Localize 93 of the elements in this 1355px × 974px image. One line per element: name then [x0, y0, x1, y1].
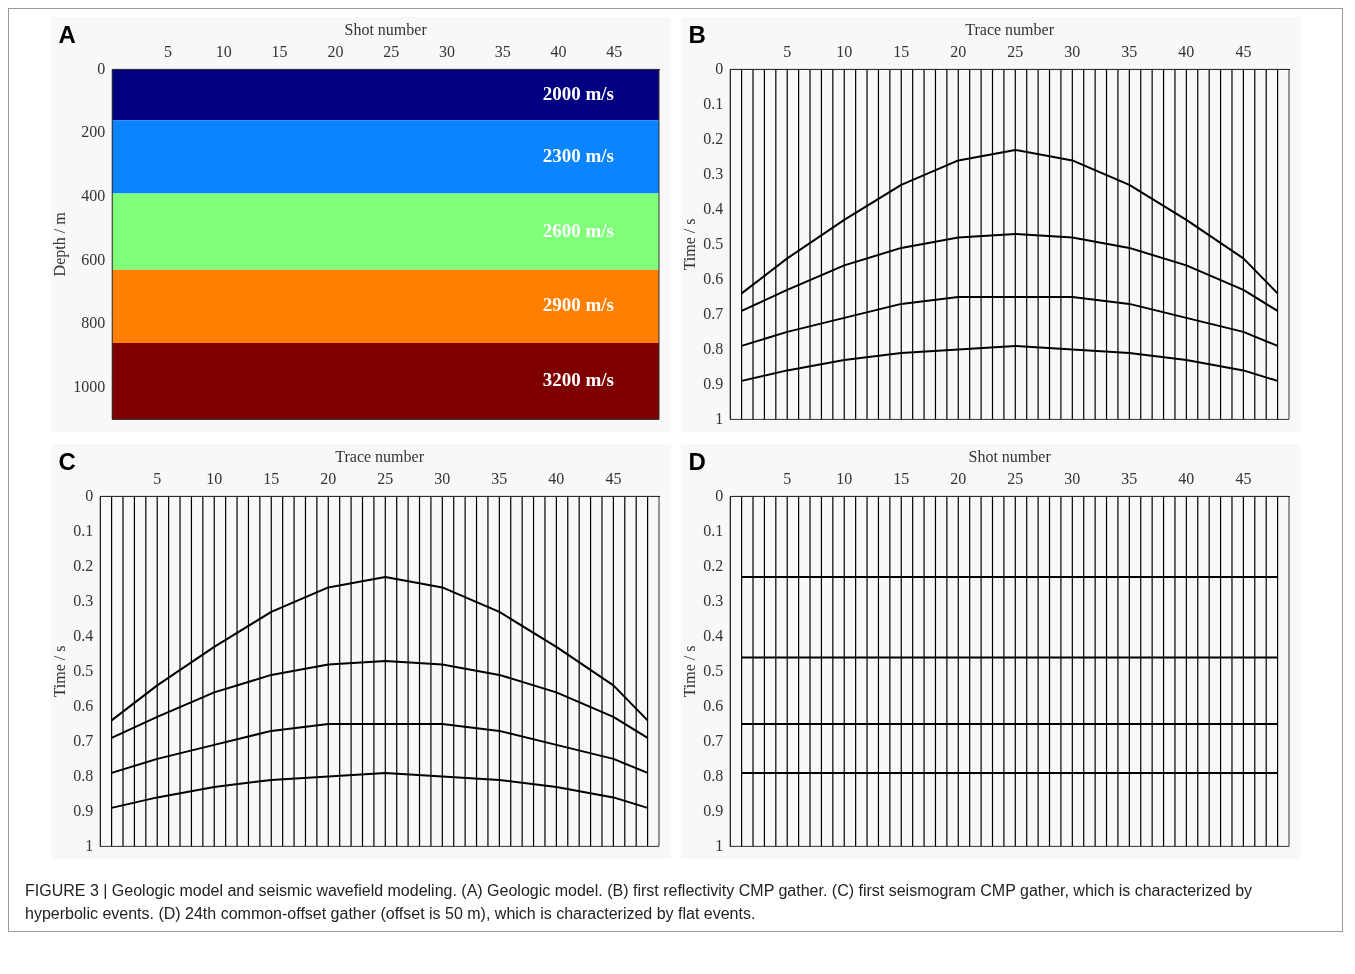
- x-tick-label: 15: [892, 470, 909, 487]
- y-tick-label: 0.2: [702, 129, 723, 147]
- y-tick-label: 400: [80, 186, 105, 204]
- y-tick-label: 0.3: [72, 591, 93, 609]
- x-tick-label: 35: [1120, 43, 1137, 60]
- x-tick-label: 15: [262, 470, 279, 487]
- x-tick-label: 5: [152, 470, 161, 487]
- y-tick-label: 0.9: [72, 801, 93, 819]
- y-tick-label: 1: [714, 836, 723, 854]
- y-tick-label: 0.1: [702, 94, 723, 112]
- y-tick-label: 0.7: [702, 304, 723, 322]
- y-tick-label: 0.4: [702, 199, 723, 217]
- text: B: [688, 21, 706, 49]
- x-tick-label: 35: [1120, 470, 1137, 487]
- y-tick-label: 0: [714, 486, 723, 504]
- x-tick-label: 40: [547, 470, 564, 487]
- text: A: [58, 21, 76, 49]
- x-tick-label: 5: [163, 43, 172, 60]
- y-tick-label: 0.8: [72, 766, 93, 784]
- y-tick-label: 0.1: [702, 521, 723, 539]
- band-label: 2600 m/s: [542, 219, 614, 241]
- y-tick-label: 0.5: [72, 661, 93, 679]
- x-tick-label: 45: [1234, 43, 1251, 60]
- x-tick-label: 10: [205, 470, 222, 487]
- band-label: 2300 m/s: [542, 144, 614, 166]
- x-tick-label: 20: [949, 470, 966, 487]
- band-label: 2900 m/s: [542, 294, 614, 316]
- x-tick-label: 25: [376, 470, 393, 487]
- text: C: [58, 448, 76, 476]
- x-axis-title: Trace number: [334, 447, 425, 465]
- y-tick-label: 0: [96, 59, 105, 77]
- x-tick-label: 5: [782, 470, 791, 487]
- y-tick-label: 0.8: [702, 339, 723, 357]
- x-tick-label: 45: [1234, 470, 1251, 487]
- y-tick-label: 0.4: [702, 626, 723, 644]
- y-tick-label: 0.7: [702, 731, 723, 749]
- x-tick-label: 40: [1177, 43, 1194, 60]
- x-tick-label: 10: [215, 43, 232, 60]
- y-axis-title: Time / s: [50, 645, 68, 698]
- x-tick-label: 5: [782, 43, 791, 60]
- y-tick-label: 1: [84, 836, 93, 854]
- y-tick-label: 0.2: [702, 556, 723, 574]
- x-tick-label: 10: [835, 470, 852, 487]
- y-tick-label: 0.7: [72, 731, 93, 749]
- x-axis-title: Shot number: [343, 20, 427, 38]
- x-tick-label: 30: [433, 470, 450, 487]
- x-tick-label: 20: [949, 43, 966, 60]
- x-axis-title: Trace number: [964, 20, 1055, 38]
- y-axis-title: Time / s: [680, 645, 698, 698]
- y-tick-label: 0.6: [702, 269, 723, 287]
- x-axis-title: Shot number: [967, 447, 1051, 465]
- y-tick-label: 0.9: [702, 801, 723, 819]
- y-tick-label: 0.1: [72, 521, 93, 539]
- y-tick-label: 0.2: [72, 556, 93, 574]
- x-tick-label: 15: [892, 43, 909, 60]
- x-tick-label: 10: [835, 43, 852, 60]
- y-tick-label: 1000: [72, 377, 105, 395]
- x-tick-label: 25: [1006, 43, 1023, 60]
- y-axis-title: Depth / m: [50, 211, 69, 277]
- x-tick-label: 45: [604, 470, 621, 487]
- y-tick-label: 1: [714, 409, 723, 427]
- y-tick-label: 0.6: [702, 696, 723, 714]
- x-tick-label: 25: [1006, 470, 1023, 487]
- x-tick-label: 30: [1063, 470, 1080, 487]
- x-tick-label: 40: [550, 43, 567, 60]
- y-tick-label: 0: [84, 486, 93, 504]
- band-label: 3200 m/s: [542, 369, 614, 391]
- y-tick-label: 0.3: [702, 591, 723, 609]
- y-tick-label: 600: [80, 250, 105, 268]
- y-tick-label: 0: [714, 59, 723, 77]
- text: D: [688, 448, 706, 476]
- y-tick-label: 800: [80, 314, 105, 332]
- x-tick-label: 45: [605, 43, 622, 60]
- x-tick-label: 30: [1063, 43, 1080, 60]
- y-tick-label: 0.8: [702, 766, 723, 784]
- x-tick-label: 20: [319, 470, 336, 487]
- x-tick-label: 20: [326, 43, 343, 60]
- caption: FIGURE 3 | Geologic model and seismic wavefield modeling. (A) Geologic model. (B) first reflectivity CMP gather. (C) first seismogram CMP gather, which is characterized by hyperbolic events. (D) 24th common-offset gather (offset is 50 m), which is characterized by flat events.: [25, 881, 1254, 925]
- y-tick-label: 0.9: [702, 374, 723, 392]
- y-axis-title: Time / s: [680, 218, 698, 271]
- x-tick-label: 30: [438, 43, 455, 60]
- y-tick-label: 0.4: [72, 626, 93, 644]
- x-tick-label: 35: [494, 43, 511, 60]
- x-tick-label: 25: [382, 43, 399, 60]
- x-tick-label: 15: [271, 43, 288, 60]
- x-tick-label: 35: [490, 470, 507, 487]
- y-tick-label: 200: [80, 123, 105, 141]
- y-tick-label: 0.6: [72, 696, 93, 714]
- band-label: 2000 m/s: [542, 82, 614, 104]
- y-tick-label: 0.5: [702, 661, 723, 679]
- y-tick-label: 0.3: [702, 164, 723, 182]
- y-tick-label: 0.5: [702, 234, 723, 252]
- x-tick-label: 40: [1177, 470, 1194, 487]
